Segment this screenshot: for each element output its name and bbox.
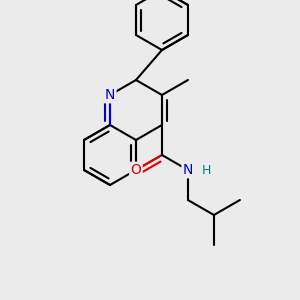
Text: H: H: [201, 164, 211, 176]
Text: H: H: [201, 164, 211, 176]
Text: N: N: [105, 88, 115, 102]
Text: N: N: [183, 163, 193, 177]
Text: O: O: [130, 163, 141, 177]
Text: N: N: [105, 88, 115, 102]
Text: N: N: [183, 163, 193, 177]
Text: O: O: [130, 163, 141, 177]
